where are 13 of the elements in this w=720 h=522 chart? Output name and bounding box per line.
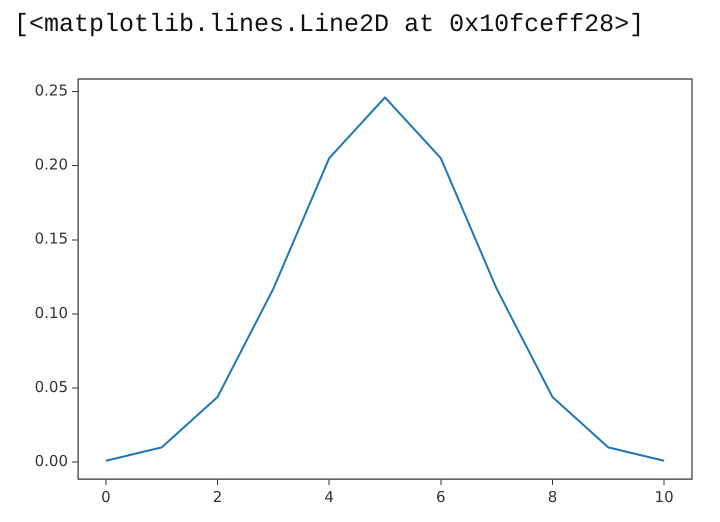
x-tick-label: 6 xyxy=(436,488,446,506)
x-tick-label: 0 xyxy=(101,488,111,506)
y-tick-label: 0.05 xyxy=(34,378,68,396)
x-tick-label: 2 xyxy=(212,488,222,506)
y-tick-label: 0.15 xyxy=(34,230,68,248)
x-tick-label: 4 xyxy=(324,488,334,506)
x-tick-label: 10 xyxy=(654,488,674,506)
y-tick-label: 0.00 xyxy=(34,452,68,470)
y-tick-label: 0.10 xyxy=(34,304,68,322)
x-tick-label: 8 xyxy=(548,488,558,506)
y-tick-label: 0.20 xyxy=(34,156,68,174)
text: [<matplotlib.lines.Line2D at 0x10fceff28>] xyxy=(14,9,644,41)
y-tick-label: 0.25 xyxy=(34,81,68,100)
